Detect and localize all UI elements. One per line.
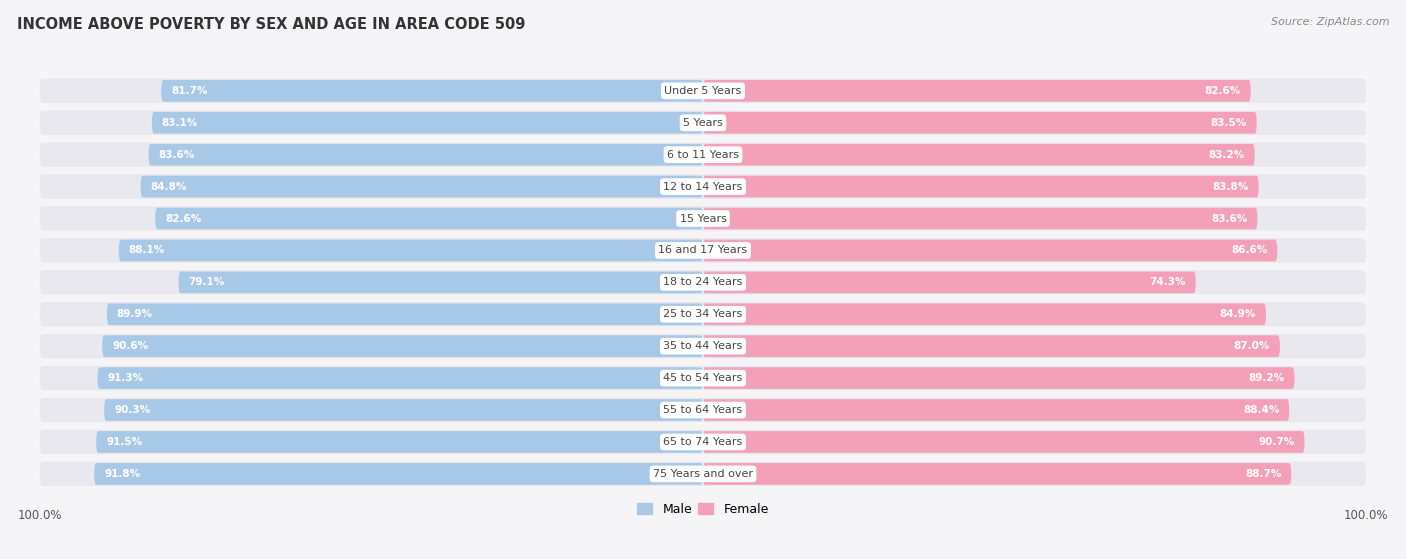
Text: 16 and 17 Years: 16 and 17 Years [658, 245, 748, 255]
Text: 84.9%: 84.9% [1220, 309, 1256, 319]
Text: 88.4%: 88.4% [1243, 405, 1279, 415]
FancyBboxPatch shape [149, 144, 703, 165]
FancyBboxPatch shape [703, 463, 1291, 485]
FancyBboxPatch shape [39, 398, 1367, 422]
Text: Source: ZipAtlas.com: Source: ZipAtlas.com [1271, 17, 1389, 27]
Text: 83.1%: 83.1% [162, 118, 198, 128]
FancyBboxPatch shape [703, 80, 1251, 102]
Text: 35 to 44 Years: 35 to 44 Years [664, 341, 742, 351]
FancyBboxPatch shape [104, 399, 703, 421]
FancyBboxPatch shape [118, 240, 703, 261]
FancyBboxPatch shape [39, 174, 1367, 199]
Text: 86.6%: 86.6% [1232, 245, 1267, 255]
FancyBboxPatch shape [39, 270, 1367, 295]
FancyBboxPatch shape [103, 335, 703, 357]
Text: 91.5%: 91.5% [105, 437, 142, 447]
FancyBboxPatch shape [703, 207, 1257, 229]
Text: 74.3%: 74.3% [1149, 277, 1185, 287]
Text: 81.7%: 81.7% [172, 86, 208, 96]
Text: 88.1%: 88.1% [129, 245, 165, 255]
FancyBboxPatch shape [39, 366, 1367, 390]
FancyBboxPatch shape [39, 462, 1367, 486]
Text: 82.6%: 82.6% [1205, 86, 1241, 96]
FancyBboxPatch shape [141, 176, 703, 197]
Text: 79.1%: 79.1% [188, 277, 225, 287]
Text: 83.5%: 83.5% [1211, 118, 1247, 128]
FancyBboxPatch shape [162, 80, 703, 102]
FancyBboxPatch shape [39, 79, 1367, 103]
Text: 91.8%: 91.8% [104, 469, 141, 479]
Text: 5 Years: 5 Years [683, 118, 723, 128]
Text: 83.8%: 83.8% [1212, 182, 1249, 192]
FancyBboxPatch shape [39, 206, 1367, 231]
Text: Under 5 Years: Under 5 Years [665, 86, 741, 96]
Text: 6 to 11 Years: 6 to 11 Years [666, 150, 740, 160]
FancyBboxPatch shape [703, 367, 1295, 389]
FancyBboxPatch shape [179, 272, 703, 293]
Text: 75 Years and over: 75 Years and over [652, 469, 754, 479]
Text: 18 to 24 Years: 18 to 24 Years [664, 277, 742, 287]
Text: 45 to 54 Years: 45 to 54 Years [664, 373, 742, 383]
Text: 83.6%: 83.6% [1211, 214, 1247, 224]
FancyBboxPatch shape [97, 367, 703, 389]
Text: 88.7%: 88.7% [1244, 469, 1281, 479]
FancyBboxPatch shape [703, 304, 1265, 325]
FancyBboxPatch shape [39, 111, 1367, 135]
Text: 82.6%: 82.6% [165, 214, 201, 224]
Text: INCOME ABOVE POVERTY BY SEX AND AGE IN AREA CODE 509: INCOME ABOVE POVERTY BY SEX AND AGE IN A… [17, 17, 526, 32]
Text: 15 Years: 15 Years [679, 214, 727, 224]
FancyBboxPatch shape [107, 304, 703, 325]
FancyBboxPatch shape [703, 431, 1305, 453]
FancyBboxPatch shape [39, 143, 1367, 167]
FancyBboxPatch shape [152, 112, 703, 134]
Text: 90.3%: 90.3% [114, 405, 150, 415]
FancyBboxPatch shape [703, 335, 1279, 357]
FancyBboxPatch shape [39, 334, 1367, 358]
Text: 83.2%: 83.2% [1209, 150, 1244, 160]
FancyBboxPatch shape [39, 430, 1367, 454]
FancyBboxPatch shape [96, 431, 703, 453]
Legend: Male, Female: Male, Female [633, 498, 773, 521]
Text: 91.3%: 91.3% [107, 373, 143, 383]
Text: 87.0%: 87.0% [1233, 341, 1270, 351]
FancyBboxPatch shape [39, 302, 1367, 326]
FancyBboxPatch shape [94, 463, 703, 485]
Text: 25 to 34 Years: 25 to 34 Years [664, 309, 742, 319]
FancyBboxPatch shape [703, 240, 1277, 261]
Text: 89.9%: 89.9% [117, 309, 153, 319]
Text: 65 to 74 Years: 65 to 74 Years [664, 437, 742, 447]
Text: 90.6%: 90.6% [112, 341, 148, 351]
FancyBboxPatch shape [703, 144, 1254, 165]
FancyBboxPatch shape [703, 112, 1257, 134]
FancyBboxPatch shape [155, 207, 703, 229]
Text: 12 to 14 Years: 12 to 14 Years [664, 182, 742, 192]
Text: 90.7%: 90.7% [1258, 437, 1295, 447]
FancyBboxPatch shape [703, 176, 1258, 197]
Text: 55 to 64 Years: 55 to 64 Years [664, 405, 742, 415]
FancyBboxPatch shape [39, 238, 1367, 263]
Text: 84.8%: 84.8% [150, 182, 187, 192]
FancyBboxPatch shape [703, 399, 1289, 421]
FancyBboxPatch shape [703, 272, 1195, 293]
Text: 83.6%: 83.6% [159, 150, 195, 160]
Text: 89.2%: 89.2% [1249, 373, 1285, 383]
